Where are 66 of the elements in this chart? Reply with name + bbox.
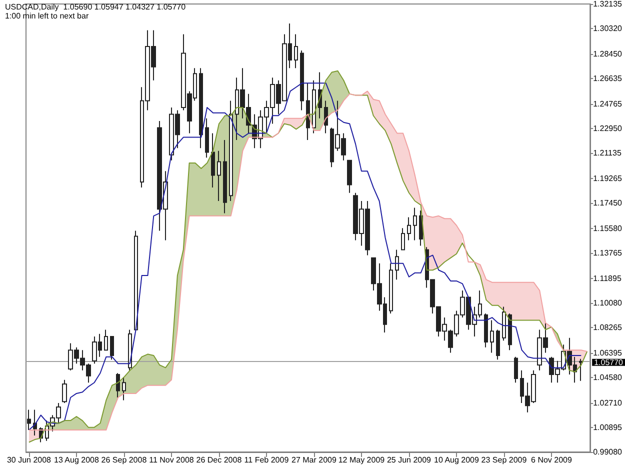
- candlestick: [306, 82, 310, 141]
- y-tick-label: 1.30320: [593, 24, 623, 34]
- y-tick-label: 1.02710: [593, 398, 623, 408]
- candlestick: [389, 262, 393, 314]
- ref-line-label: 1.05770: [594, 358, 624, 367]
- x-tick-label: 11 Nov 2008: [149, 456, 194, 464]
- candlestick: [122, 376, 126, 401]
- x-tick-label: 12 May 2009: [338, 456, 386, 464]
- x-tick-label: 23 Sep 2009: [481, 456, 528, 464]
- y-tick-label: 1.22950: [593, 124, 623, 133]
- candlestick: [205, 118, 209, 158]
- y-tick-label: 1.32135: [593, 0, 623, 8]
- candlestick: [401, 228, 405, 250]
- x-tick-label: 27 Mar 2009: [292, 456, 337, 464]
- y-tick-label: 1.24765: [593, 99, 623, 108]
- candlestick: [134, 230, 138, 330]
- y-tick-label: 1.15580: [593, 224, 623, 233]
- y-tick-label: 1.21135: [593, 148, 622, 158]
- candlestick: [229, 100, 233, 202]
- y-tick-label: 0.99080: [593, 448, 623, 456]
- candlestick: [116, 372, 120, 398]
- candlestick: [502, 306, 506, 342]
- candlestick: [211, 132, 215, 188]
- candlestick: [490, 320, 494, 354]
- y-tick-label: 1.06395: [593, 348, 623, 358]
- x-tick-label: 26 Sep 2008: [101, 456, 148, 464]
- candlestick: [484, 312, 488, 348]
- candlestick: [395, 249, 399, 280]
- candlestick: [217, 150, 221, 202]
- candlestick: [496, 329, 500, 360]
- candlestick: [199, 68, 203, 149]
- chart-title: USDCAD,Daily 1.05690 1.05947 1.04327 1.05770: [5, 2, 186, 12]
- x-tick-label: 11 Feb 2009: [244, 456, 290, 464]
- y-tick-label: 1.11895: [593, 274, 622, 283]
- candlestick: [579, 358, 583, 382]
- y-tick-label: 1.00895: [593, 422, 623, 432]
- candlestick: [312, 80, 316, 134]
- candlestick: [110, 336, 114, 360]
- candlestick: [62, 379, 67, 404]
- y-tick-label: 1.17450: [593, 198, 623, 208]
- candlestick: [324, 100, 328, 134]
- x-tick-label: 30 Jun 2008: [6, 456, 52, 464]
- y-tick-label: 1.19265: [593, 174, 623, 183]
- candlestick: [104, 329, 108, 351]
- x-tick-label: 13 Aug 2008: [54, 456, 100, 464]
- y-tick-label: 1.13765: [593, 248, 623, 258]
- y-tick-label: 1.04580: [593, 372, 623, 382]
- y-tick-label: 1.28450: [593, 49, 623, 58]
- candlestick: [294, 34, 298, 69]
- candlestick: [300, 50, 304, 111]
- x-tick-label: 6 Nov 2009: [531, 456, 572, 464]
- text: 1:00 min left to next bar: [5, 12, 89, 20]
- candlestick: [419, 210, 423, 246]
- candlestick: [407, 216, 411, 241]
- y-tick-label: 1.26635: [593, 74, 623, 84]
- candlestick: [223, 140, 227, 214]
- candlestick: [347, 160, 352, 194]
- candlestick: [514, 356, 518, 384]
- candlestick: [413, 207, 417, 241]
- x-tick-label: 25 Jun 2009: [386, 456, 432, 464]
- x-tick-label: 26 Dec 2008: [196, 456, 242, 464]
- candlestick: [27, 409, 31, 431]
- y-tick-label: 1.10080: [593, 298, 623, 308]
- x-tick-label: 10 Aug 2009: [434, 456, 480, 464]
- candlestick: [508, 312, 512, 351]
- y-tick-label: 1.08265: [593, 323, 623, 332]
